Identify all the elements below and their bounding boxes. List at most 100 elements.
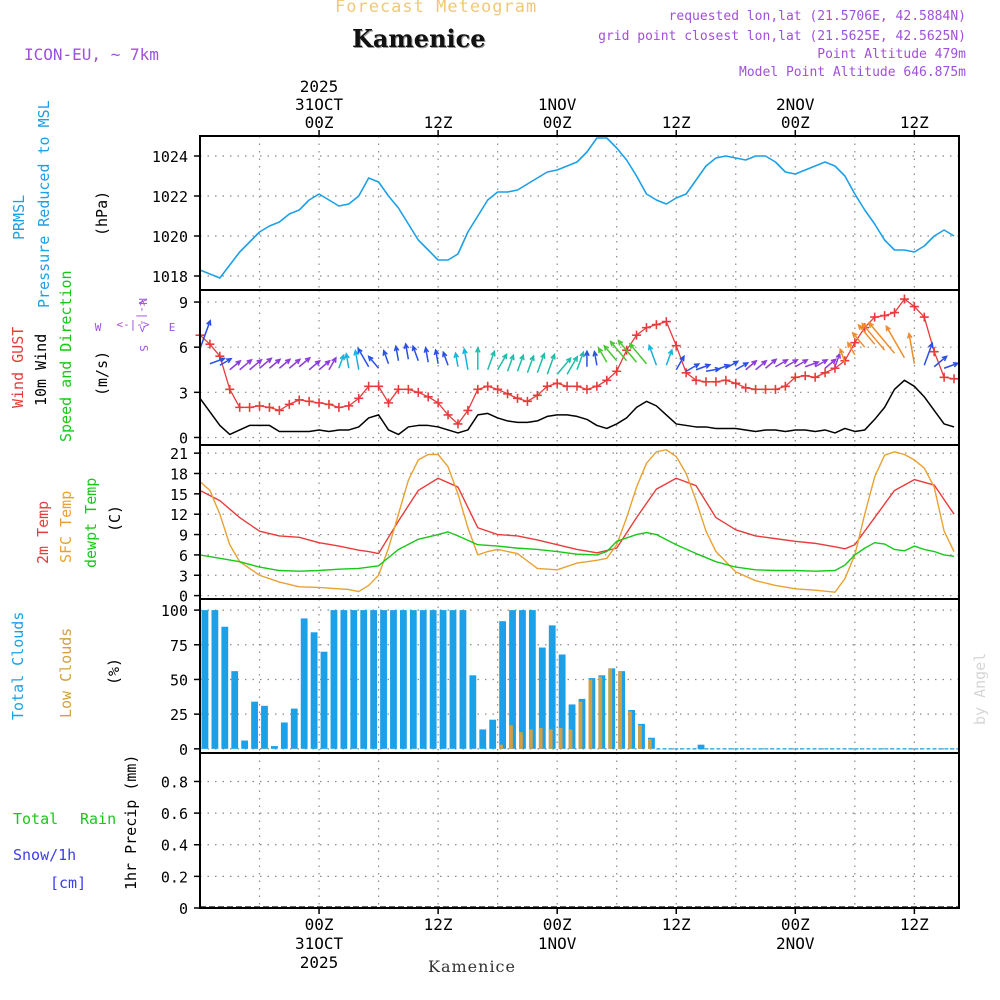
total-clouds-bar [251,701,258,749]
wind-direction-arrow [556,356,572,375]
y-tick-label: 50 [170,671,188,689]
bottom-time-label: 12Z [662,915,691,934]
total-clouds-bar [390,610,397,749]
wind-speed-line [199,379,955,436]
location-title: Kamenice [352,24,486,53]
wind-direction-arrow [784,358,799,368]
gust-marker [493,384,503,394]
gust-marker [225,384,235,394]
gust-marker [572,381,582,391]
model-altitude: Model Point Altitude 646.875m [739,65,966,80]
wind-direction-arrow [814,358,829,368]
gust-marker [880,311,890,321]
wind-direction-arrow [695,363,712,371]
total-clouds-bar [261,705,268,749]
wind-direction-arrow [357,347,370,368]
gust-marker [691,375,701,385]
wind-direction-arrow [353,348,360,370]
gust-marker [562,381,572,391]
wind-direction-arrow [794,358,809,368]
gust-marker [870,312,880,322]
top-time-label: 00Z [781,113,810,132]
clouds-unit: (%) [105,658,123,685]
gust-marker [413,387,423,397]
gust-marker [612,366,622,376]
wind-direction-arrow [367,355,380,369]
y-tick-label: 0.6 [161,805,188,823]
point-altitude: Point Altitude 479m [817,47,966,62]
bottom-time-label: 2025 [300,953,339,972]
wind-direction-arrow [403,342,410,360]
gust-marker [582,384,592,394]
gust-marker [731,378,741,388]
y-tick-label: 0 [179,429,188,447]
gust-marker [671,341,681,351]
gust-marker [324,399,334,409]
wind-direction-arrow [229,359,242,371]
gust-marker [393,384,403,394]
wind-direction-arrow [847,341,856,356]
wind-direction-arrow [628,342,648,365]
gust-marker [651,320,661,330]
gust-marker [512,393,522,403]
gust-marker [294,395,304,405]
gust-marker [304,396,314,406]
top-time-label: 2NOV [776,95,815,114]
gust-marker [354,393,364,403]
total-clouds-axis-label: Total Clouds [9,612,27,720]
gust-marker [463,405,473,415]
wind-direction-arrow [566,355,579,375]
wind-direction-axis-label: Speed and Direction [57,270,75,442]
wind-direction-arrow [906,331,916,364]
wind-direction-arrow [838,347,846,363]
wind-direction-arrow [219,357,233,366]
total-clouds-bar [419,610,427,749]
requested-coords: requested lon,lat (21.5706E, 42.5884N) [668,9,966,24]
low-clouds-bar [538,728,543,749]
total-clouds-bar [320,651,328,749]
wind-direction-arrow [423,346,430,363]
wind-direction-arrow [943,362,960,369]
gust-marker [245,402,255,412]
y-tick-label: 1018 [152,268,188,286]
gust-marker [403,384,413,394]
wind-unit: (m/s) [93,351,111,396]
pressure-line [199,137,955,279]
wind-direction-arrow [496,352,508,371]
wind-direction-arrow [308,359,322,371]
gust-marker [314,398,324,408]
gust-marker [909,302,919,312]
total-clouds-bar [231,671,239,749]
y-tick-label: 0 [179,741,188,759]
wind-direction-arrow [268,358,282,369]
y-tick-label: 6 [179,339,188,357]
top-time-label: 1NOV [538,95,577,114]
pressure-axis-label: Pressure Reduced to MSL [35,100,53,308]
gust-marker [384,398,394,408]
total-clouds-bar [241,740,249,749]
gust-marker [641,323,651,333]
gust-marker [790,372,800,382]
wind-direction-arrow [861,322,886,351]
y-tick-label: 18 [170,465,188,483]
dewpoint-line [199,531,955,572]
low-clouds-axis-label: Low Clouds [57,628,75,718]
wind-direction-arrow [597,346,608,363]
bottom-time-label: 00Z [781,915,810,934]
gust-marker [205,339,215,349]
wind-direction-arrow [609,340,628,362]
gust-marker [751,384,761,394]
total-clouds-bar [697,744,705,749]
compass-arrows: <-|-> [116,318,149,331]
wind-direction-arrow [857,323,876,345]
y-tick-label: 3 [179,384,188,402]
y-tick-label: 15 [170,486,188,504]
gust-marker [552,378,562,388]
temp-2m-axis-label: 2m Temp [34,501,52,564]
bottom-time-label: 2NOV [776,934,815,953]
low-clouds-bar [618,671,623,749]
total-clouds-bar [350,610,358,749]
model-label: ICON-EU, ~ 7km [24,45,159,64]
bottom-time-label: 1NOV [538,934,577,953]
